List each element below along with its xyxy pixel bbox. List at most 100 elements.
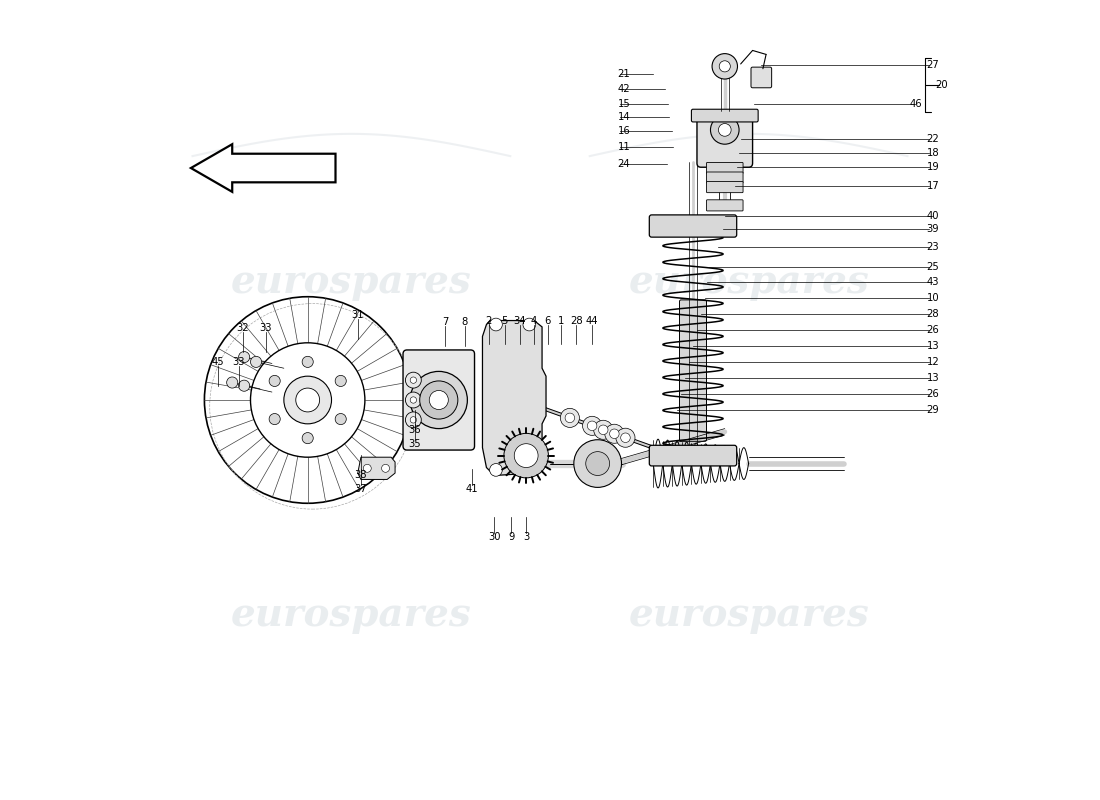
Text: 8: 8 — [462, 317, 469, 327]
Text: 38: 38 — [354, 470, 367, 480]
Text: eurospares: eurospares — [231, 595, 472, 634]
Polygon shape — [191, 144, 336, 192]
Circle shape — [712, 54, 737, 79]
Text: 28: 28 — [926, 309, 939, 319]
Text: 11: 11 — [617, 142, 630, 152]
Circle shape — [227, 377, 238, 388]
Circle shape — [718, 123, 732, 136]
Text: 2: 2 — [485, 315, 492, 326]
Circle shape — [410, 397, 417, 403]
Circle shape — [711, 115, 739, 144]
Text: 28: 28 — [570, 315, 583, 326]
Text: eurospares: eurospares — [628, 595, 869, 634]
Circle shape — [382, 464, 389, 472]
Circle shape — [410, 377, 417, 383]
Text: 13: 13 — [926, 373, 939, 382]
Text: 33: 33 — [260, 323, 272, 334]
Circle shape — [302, 433, 313, 444]
FancyBboxPatch shape — [697, 115, 752, 167]
Text: 29: 29 — [926, 405, 939, 414]
Circle shape — [205, 297, 411, 503]
Circle shape — [406, 392, 421, 408]
Text: 5: 5 — [502, 315, 508, 326]
Text: 25: 25 — [926, 262, 939, 271]
Text: 14: 14 — [617, 112, 630, 122]
Text: 20: 20 — [935, 80, 948, 90]
Circle shape — [284, 376, 331, 424]
Text: 31: 31 — [351, 310, 364, 320]
Circle shape — [616, 428, 635, 447]
Circle shape — [406, 372, 421, 388]
Circle shape — [251, 356, 262, 367]
Text: 33: 33 — [232, 357, 245, 367]
Text: 27: 27 — [926, 60, 939, 70]
Circle shape — [239, 351, 250, 362]
Text: eurospares: eurospares — [231, 263, 472, 302]
Circle shape — [336, 375, 346, 386]
Circle shape — [587, 421, 597, 430]
Circle shape — [363, 464, 372, 472]
Text: 43: 43 — [926, 278, 939, 287]
Text: 4: 4 — [531, 315, 537, 326]
Text: 23: 23 — [926, 242, 939, 253]
FancyBboxPatch shape — [403, 350, 474, 450]
FancyBboxPatch shape — [680, 300, 706, 442]
Circle shape — [336, 414, 346, 425]
Text: 10: 10 — [926, 294, 939, 303]
Text: 46: 46 — [909, 99, 922, 110]
Text: 22: 22 — [926, 134, 939, 145]
Polygon shape — [358, 457, 395, 479]
Text: 41: 41 — [465, 484, 478, 494]
FancyBboxPatch shape — [713, 118, 737, 162]
Text: 19: 19 — [926, 162, 939, 172]
FancyBboxPatch shape — [692, 110, 758, 122]
Text: 1: 1 — [558, 315, 564, 326]
Circle shape — [522, 463, 536, 476]
Circle shape — [605, 424, 624, 443]
Text: 7: 7 — [442, 317, 449, 327]
Text: 40: 40 — [926, 210, 939, 221]
Circle shape — [302, 356, 313, 367]
Text: 12: 12 — [926, 357, 939, 367]
Text: 42: 42 — [617, 83, 630, 94]
Circle shape — [586, 452, 609, 475]
Circle shape — [620, 433, 630, 442]
Text: 45: 45 — [211, 357, 224, 367]
Text: 39: 39 — [926, 224, 939, 234]
Text: 21: 21 — [617, 70, 630, 79]
Circle shape — [583, 416, 602, 435]
FancyBboxPatch shape — [649, 446, 737, 466]
FancyBboxPatch shape — [706, 200, 744, 211]
Text: 26: 26 — [926, 389, 939, 398]
Text: 17: 17 — [926, 182, 939, 191]
Circle shape — [515, 444, 538, 467]
Circle shape — [239, 380, 250, 391]
Text: 36: 36 — [408, 425, 421, 435]
FancyBboxPatch shape — [649, 215, 737, 237]
FancyBboxPatch shape — [706, 172, 744, 183]
Circle shape — [504, 434, 549, 478]
Text: 3: 3 — [522, 532, 529, 542]
Circle shape — [410, 417, 417, 423]
Circle shape — [420, 381, 458, 419]
Circle shape — [574, 440, 622, 487]
Text: 37: 37 — [354, 484, 367, 494]
Circle shape — [410, 371, 468, 429]
Text: 18: 18 — [926, 148, 939, 158]
Circle shape — [490, 463, 503, 476]
Circle shape — [251, 342, 365, 457]
Text: 16: 16 — [617, 126, 630, 137]
Text: eurospares: eurospares — [628, 263, 869, 302]
Text: 6: 6 — [544, 315, 551, 326]
FancyBboxPatch shape — [751, 67, 772, 88]
Text: 44: 44 — [586, 315, 598, 326]
Circle shape — [565, 413, 574, 422]
Circle shape — [429, 390, 449, 410]
Text: 34: 34 — [514, 315, 526, 326]
Text: 26: 26 — [926, 325, 939, 335]
Text: 35: 35 — [408, 438, 421, 449]
Circle shape — [598, 425, 608, 434]
Circle shape — [406, 412, 421, 428]
Circle shape — [594, 420, 613, 439]
Text: 15: 15 — [617, 98, 630, 109]
